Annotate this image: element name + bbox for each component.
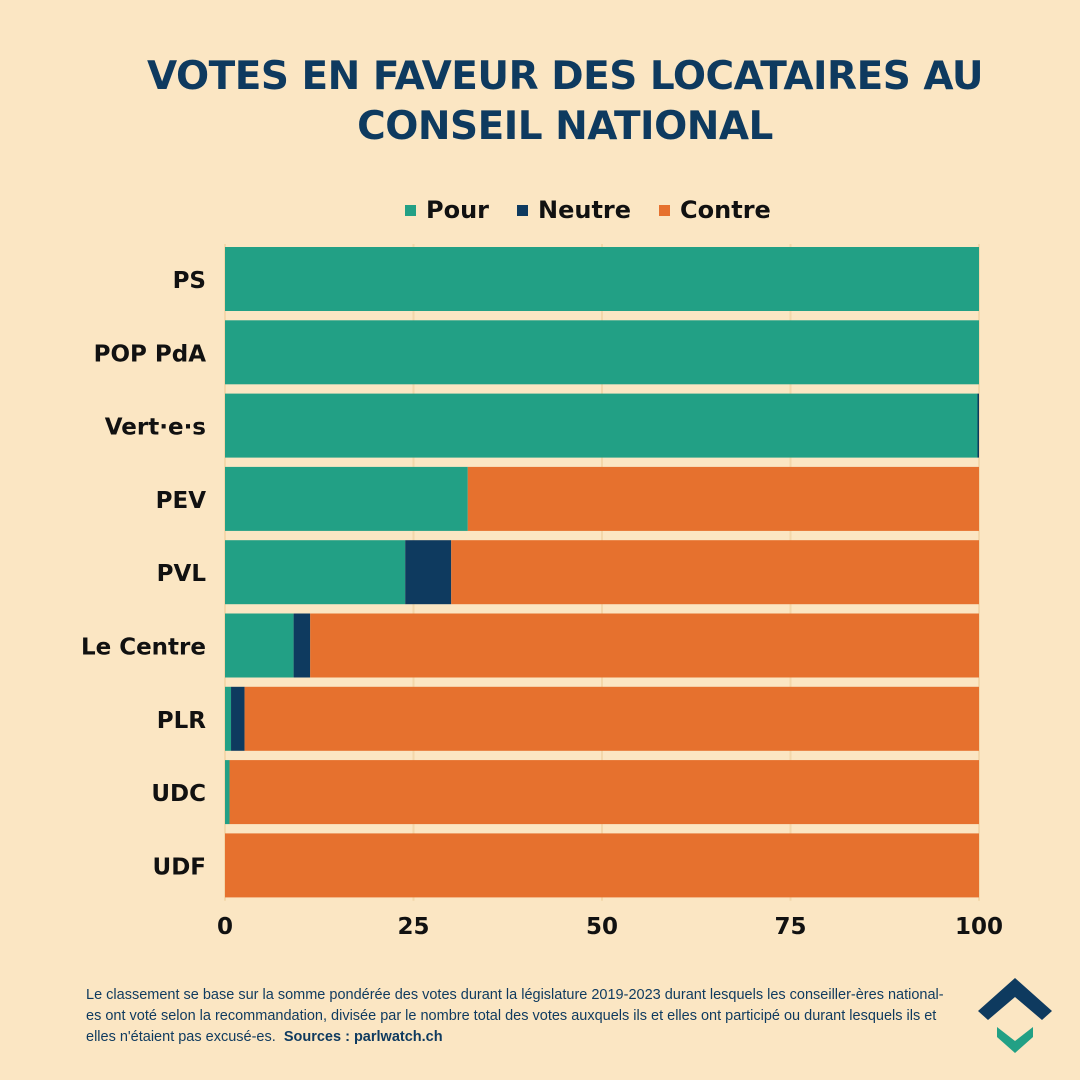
bar-plr-pour bbox=[225, 686, 232, 751]
chart-title-line-2: CONSEIL NATIONAL bbox=[357, 104, 773, 149]
legend-item-neutre: Neutre bbox=[517, 196, 631, 224]
footnote-text: Le classement se base sur la somme pondé… bbox=[86, 987, 944, 1045]
bar-pev-pour bbox=[225, 466, 468, 531]
bar-pop-pda-pour bbox=[225, 320, 979, 385]
bar-pev-contre bbox=[467, 466, 979, 531]
bar-pvl-pour bbox=[225, 540, 406, 605]
category-label-udf: UDF bbox=[153, 854, 206, 880]
x-tick-label-75: 75 bbox=[774, 914, 806, 940]
legend-label-contre: Contre bbox=[680, 196, 771, 224]
category-label-ps: PS bbox=[173, 268, 206, 294]
bar-plr-contre bbox=[244, 686, 979, 751]
footnote: Le classement se base sur la somme pondé… bbox=[86, 985, 946, 1048]
legend-swatch-pour bbox=[405, 204, 416, 216]
category-label-plr: PLR bbox=[157, 708, 207, 734]
bar-vert-e-s-pour bbox=[225, 393, 978, 458]
stacked-bar-chart: PS POP PdA Vert·e·s PEV PVL Le Centre PLR UDC UD… bbox=[81, 244, 1003, 940]
bar-udf-contre bbox=[225, 833, 979, 898]
footnote-sources: Sources : parlwatch.ch bbox=[283, 1029, 443, 1045]
legend-label-pour: Pour bbox=[426, 196, 489, 224]
bar-udc-contre bbox=[229, 760, 980, 825]
chart-title: VOTES EN FAVEUR DES LOCATAIRES AU CONSEI… bbox=[0, 52, 1080, 152]
bar-plr-neutre bbox=[231, 686, 245, 751]
category-label-pev: PEV bbox=[156, 488, 207, 514]
category-label-pop-pda: POP PdA bbox=[94, 341, 207, 367]
x-tick-label-50: 50 bbox=[586, 914, 618, 940]
x-tick-label-25: 25 bbox=[397, 914, 429, 940]
x-tick-label-0: 0 bbox=[217, 914, 233, 940]
bar-ps-pour bbox=[225, 247, 979, 311]
bar-le-centre-contre bbox=[310, 613, 979, 678]
legend-swatch-contre bbox=[659, 204, 671, 216]
category-label-udc: UDC bbox=[151, 781, 206, 807]
bar-le-centre-pour bbox=[225, 613, 294, 678]
bar-le-centre-neutre bbox=[293, 613, 311, 678]
x-tick-label-100: 100 bbox=[955, 914, 1003, 940]
category-label-le-centre: Le Centre bbox=[81, 635, 206, 661]
category-label-pvl: PVL bbox=[157, 561, 207, 587]
legend-swatch-neutre bbox=[517, 204, 528, 216]
bar-vert-e-s-neutre bbox=[977, 393, 979, 458]
bar-pvl-neutre bbox=[405, 540, 452, 605]
legend-item-pour: Pour bbox=[405, 196, 489, 224]
bar-pvl-contre bbox=[451, 540, 979, 605]
chart-legend: Pour Neutre Contre bbox=[405, 196, 799, 224]
category-label-vert-e-s: Vert·e·s bbox=[105, 415, 206, 441]
parlwatch-logo-icon bbox=[978, 978, 1052, 1053]
chart-title-line-1: VOTES EN FAVEUR DES LOCATAIRES AU bbox=[146, 54, 984, 99]
bar-udc-pour bbox=[225, 760, 230, 825]
legend-item-contre: Contre bbox=[659, 196, 771, 224]
legend-label-neutre: Neutre bbox=[538, 196, 632, 224]
